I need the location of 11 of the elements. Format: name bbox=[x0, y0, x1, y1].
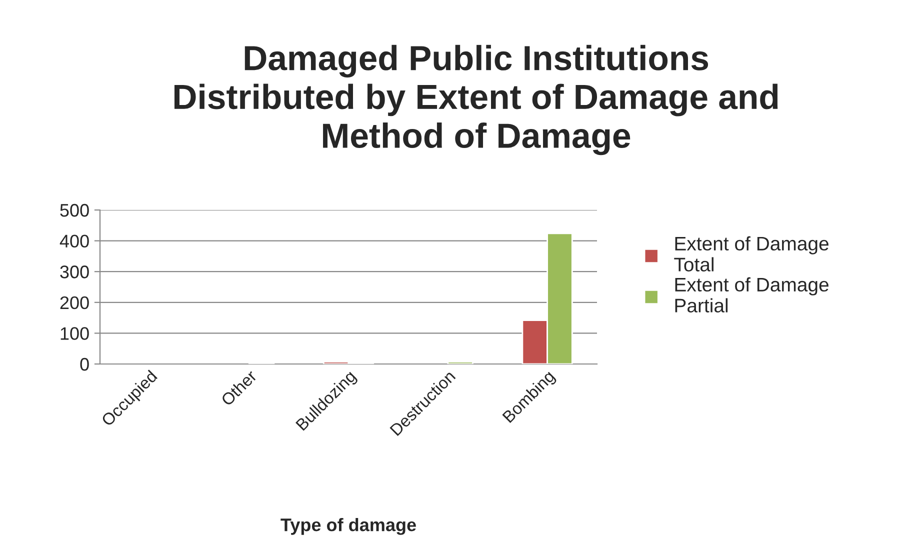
bar bbox=[447, 361, 474, 364]
y-tick-label: 200 bbox=[60, 296, 89, 310]
x-axis-title: Type of damage bbox=[280, 518, 416, 535]
y-tick-label: 400 bbox=[60, 234, 89, 248]
chart-title: Damaged Public Institutions Distributed by Extent of Damage and Method of Damage bbox=[174, 44, 778, 156]
y-tick-label: 500 bbox=[60, 204, 89, 217]
y-tick-label: 300 bbox=[60, 266, 89, 278]
y-tick-label: 100 bbox=[60, 327, 89, 340]
y-tick-label: 0 bbox=[80, 358, 89, 371]
legend-label: Extent of Damage Partial bbox=[675, 277, 828, 312]
legend-label: Extent of Damage Total bbox=[674, 236, 828, 272]
